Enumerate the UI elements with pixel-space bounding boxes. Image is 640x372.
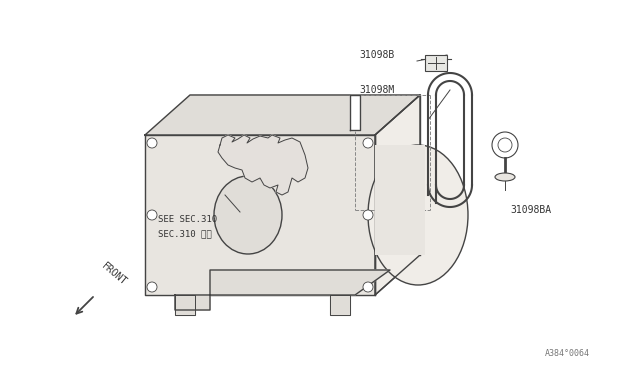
Circle shape bbox=[363, 282, 373, 292]
Text: 31098M: 31098M bbox=[360, 85, 395, 95]
Polygon shape bbox=[218, 135, 308, 195]
Circle shape bbox=[492, 132, 518, 158]
Text: 31098BA: 31098BA bbox=[510, 205, 551, 215]
Circle shape bbox=[363, 138, 373, 148]
Polygon shape bbox=[330, 295, 350, 315]
Polygon shape bbox=[375, 95, 420, 295]
Circle shape bbox=[363, 210, 373, 220]
Ellipse shape bbox=[368, 145, 468, 285]
Polygon shape bbox=[350, 95, 360, 130]
FancyBboxPatch shape bbox=[375, 145, 425, 255]
Circle shape bbox=[147, 138, 157, 148]
Polygon shape bbox=[175, 295, 195, 315]
Polygon shape bbox=[145, 95, 420, 135]
Circle shape bbox=[498, 138, 512, 152]
Text: SEE SEC.310: SEE SEC.310 bbox=[158, 215, 217, 224]
Text: A384°0064: A384°0064 bbox=[545, 349, 590, 358]
Ellipse shape bbox=[495, 173, 515, 181]
Bar bbox=[425, 55, 447, 71]
Polygon shape bbox=[175, 270, 390, 310]
Text: FRONT: FRONT bbox=[100, 260, 129, 287]
Circle shape bbox=[147, 282, 157, 292]
Circle shape bbox=[147, 210, 157, 220]
Text: SEC.310 参照: SEC.310 参照 bbox=[158, 230, 212, 238]
Text: 31098B: 31098B bbox=[360, 50, 395, 60]
Polygon shape bbox=[145, 135, 375, 295]
Ellipse shape bbox=[214, 176, 282, 254]
